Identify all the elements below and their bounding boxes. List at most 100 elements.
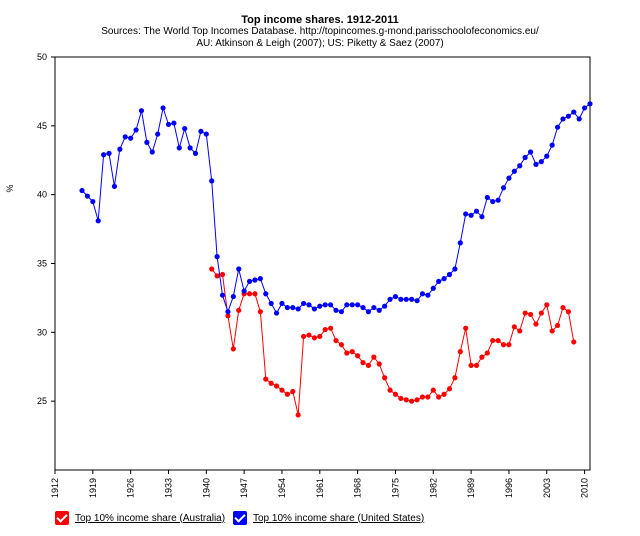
data-point-australia (333, 337, 339, 344)
data-point-united-states (533, 161, 539, 167)
data-point-australia (490, 337, 496, 344)
data-point-australia (468, 362, 474, 368)
data-point-united-states (436, 278, 442, 284)
data-point-united-states (581, 105, 588, 111)
x-tick-label: 1975 (390, 478, 400, 498)
data-point-australia (230, 346, 236, 352)
data-point-united-states (360, 304, 366, 311)
data-point-united-states (446, 271, 453, 278)
data-point-australia (560, 304, 566, 311)
data-point-australia (495, 337, 501, 344)
plot-frame (54, 56, 591, 471)
data-point-united-states (187, 145, 193, 151)
x-tick-label: 1940 (201, 478, 211, 498)
data-point-united-states (128, 135, 134, 141)
data-point-australia (257, 309, 263, 315)
data-point-australia (360, 360, 366, 366)
data-point-united-states (430, 285, 436, 291)
data-point-united-states (149, 149, 155, 155)
data-point-united-states (355, 302, 361, 308)
data-point-australia (544, 302, 550, 308)
x-tick-label: 1947 (239, 478, 249, 498)
data-point-united-states (495, 197, 501, 203)
y-tick-label: 30 (37, 327, 47, 337)
data-point-united-states (468, 212, 474, 218)
data-point-australia (446, 386, 453, 392)
data-point-united-states (511, 168, 517, 174)
chart-subtitle-sources: Sources: The World Top Incomes Database.… (101, 26, 539, 37)
data-point-united-states (365, 309, 372, 315)
data-point-australia (268, 380, 274, 386)
data-point-australia (517, 328, 523, 334)
data-point-united-states (268, 300, 274, 307)
data-point-united-states (122, 134, 128, 140)
data-point-united-states (371, 304, 377, 311)
data-point-united-states (84, 193, 91, 199)
data-point-united-states (452, 266, 458, 272)
data-point-australia (349, 349, 355, 355)
data-point-united-states (338, 309, 345, 315)
data-point-australia (414, 397, 420, 403)
data-point-united-states (311, 306, 317, 312)
y-tick-label: 25 (37, 396, 47, 406)
data-point-australia (571, 339, 577, 345)
data-point-united-states (198, 128, 204, 134)
data-point-australia (344, 350, 350, 356)
data-point-united-states (457, 240, 463, 246)
data-point-australia (365, 362, 372, 368)
data-point-united-states (392, 293, 399, 300)
data-point-united-states (517, 163, 523, 169)
legend-label-united-states[interactable]: Top 10% income share (United States) (253, 512, 425, 524)
data-point-australia (214, 273, 220, 279)
data-point-australia (554, 322, 561, 329)
data-point-united-states (484, 194, 490, 201)
data-point-united-states (576, 116, 582, 122)
data-point-united-states (236, 266, 242, 272)
checkbox-australia[interactable] (55, 511, 69, 525)
data-point-australia (479, 354, 485, 360)
y-tick-label: 35 (37, 259, 47, 269)
x-tick-label: 1954 (277, 478, 287, 498)
chart-axes: 25 30 35 40 45 50% 1912 1919 1926 1933 1940 1947 195… (5, 52, 591, 498)
data-point-united-states (587, 101, 593, 107)
data-point-united-states (160, 105, 166, 111)
legend-label-australia[interactable]: Top 10% income share (Australia) (75, 512, 226, 524)
data-point-australia (306, 332, 312, 338)
checkbox-united-states[interactable] (233, 511, 247, 525)
data-point-united-states (344, 302, 350, 308)
data-point-united-states (560, 116, 566, 122)
data-point-united-states (571, 109, 577, 115)
data-point-united-states (165, 121, 172, 128)
data-point-united-states (322, 302, 328, 308)
data-point-australia (441, 391, 447, 397)
data-point-australia (527, 311, 534, 318)
data-point-united-states (500, 185, 507, 191)
data-point-united-states (295, 306, 301, 312)
data-point-australia (533, 321, 539, 327)
data-point-united-states (117, 146, 123, 152)
data-point-australia (538, 310, 544, 316)
legend-item-united-states[interactable]: Top 10% income share (United States) (233, 510, 424, 526)
data-point-united-states (176, 145, 182, 151)
data-point-australia (338, 342, 345, 348)
chart-title: Top income shares. 1912-2011 (241, 14, 399, 26)
data-point-australia (484, 350, 490, 356)
data-point-united-states (328, 302, 334, 308)
legend-item-australia[interactable]: Top 10% income share (Australia) (55, 510, 225, 526)
data-point-united-states (133, 127, 139, 133)
x-tick-label: 1982 (428, 478, 438, 498)
data-point-united-states (192, 150, 199, 156)
data-point-united-states (317, 303, 323, 309)
data-point-united-states (257, 276, 263, 282)
data-point-united-states (473, 208, 480, 214)
data-point-australia (500, 342, 507, 348)
data-point-australia (457, 349, 463, 355)
x-tick-label: 1968 (353, 478, 363, 498)
data-point-united-states (333, 307, 339, 313)
x-tick-label: 2003 (542, 478, 552, 498)
data-point-united-states (214, 254, 220, 260)
x-tick-label: 1989 (466, 478, 476, 498)
data-point-australia (565, 309, 571, 315)
data-point-united-states (387, 296, 393, 302)
